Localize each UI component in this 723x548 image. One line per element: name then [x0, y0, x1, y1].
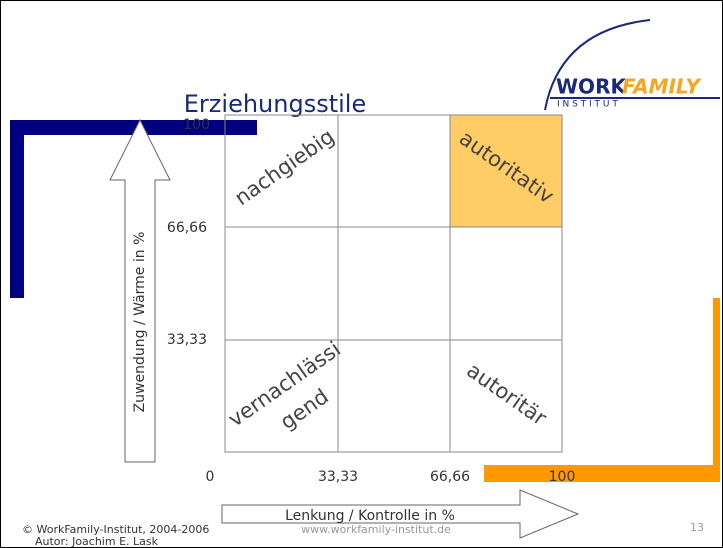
x-tick-label: 66,66	[430, 469, 470, 485]
logo-arc	[544, 19, 651, 111]
page-number: 13	[690, 521, 704, 534]
y-tick-label: 100	[183, 117, 210, 133]
x-axis-label: Lenkung / Kontrolle in %	[285, 508, 455, 524]
grid	[224, 114, 563, 453]
right-arrow	[221, 489, 580, 539]
y-tick-label: 33,33	[167, 332, 207, 348]
y-tick-label: 66,66	[167, 220, 207, 236]
copyright: © WorkFamily-Institut, 2004-2006	[22, 523, 209, 536]
logo-word1: WORK	[556, 75, 627, 99]
url: www.workfamily-institut.de	[301, 523, 451, 536]
author: Autor: Joachim E. Lask	[35, 535, 159, 548]
x-tick-label: 0	[206, 469, 215, 485]
logo-word2: FAMILY	[622, 75, 703, 99]
grid-frame	[224, 114, 563, 453]
highlight-cell	[450, 115, 562, 227]
up-arrow	[109, 118, 171, 463]
logo: WORK FAMILY I N S T I T U T	[544, 19, 720, 111]
x-tick-label: 33,33	[318, 469, 358, 485]
title: Erziehungsstile	[184, 90, 366, 118]
x-tick-label: 100	[549, 469, 576, 485]
logo-sub: I N S T I T U T	[557, 100, 618, 110]
y-axis-label: Zuwendung / Wärme in %	[132, 232, 148, 413]
